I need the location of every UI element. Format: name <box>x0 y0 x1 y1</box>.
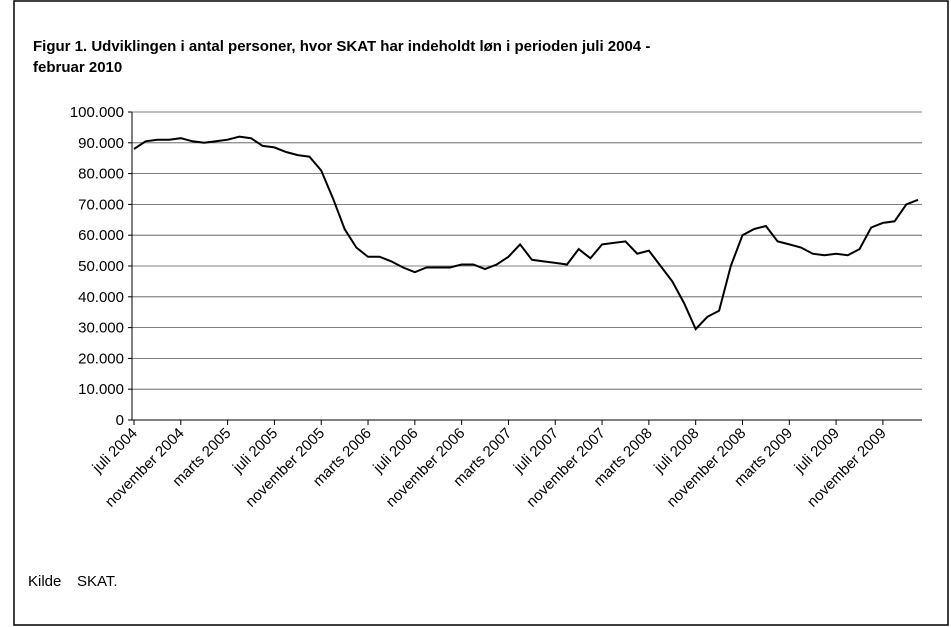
source-label: Kilde <box>28 573 61 590</box>
y-tick-label: 50.000 <box>78 258 124 275</box>
y-tick-label: 60.000 <box>78 227 124 244</box>
source: SKAT. <box>77 573 118 590</box>
y-tick-label: 40.000 <box>78 289 124 306</box>
chart-title-line2: februar 2010 <box>33 59 122 76</box>
chart-title: Figur 1. Udviklingen i antal personer, h… <box>33 38 650 55</box>
y-tick-label: 80.000 <box>78 166 124 183</box>
y-tick-label: 70.000 <box>78 196 124 213</box>
y-tick-label: 20.000 <box>78 350 124 367</box>
y-tick-label: 10.000 <box>78 381 124 398</box>
line <box>133 135 919 331</box>
frame <box>13 0 949 626</box>
y-tick-label: 90.000 <box>78 135 124 152</box>
y-tick-label: 100.000 <box>70 104 124 121</box>
y-tick-label: 30.000 <box>78 320 124 337</box>
y-tick-label: 0 <box>116 412 124 429</box>
